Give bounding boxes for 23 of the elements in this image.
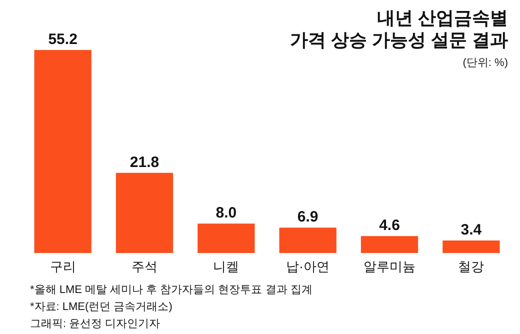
data-label: 3.4	[460, 221, 482, 238]
bar	[279, 228, 336, 253]
bar	[34, 50, 92, 253]
data-label: 8.0	[216, 204, 237, 222]
x-tick-label: 철강	[458, 259, 484, 274]
data-label: 21.8	[130, 154, 160, 171]
data-label: 6.9	[297, 208, 318, 226]
x-tick-label: 구리	[50, 259, 76, 274]
bar	[442, 240, 500, 253]
chart-title: 내년 산업금속별 가격 상승 가능성 설문 결과	[290, 8, 508, 50]
data-label: 4.6	[379, 217, 400, 234]
bar	[360, 236, 418, 253]
bar	[116, 172, 174, 253]
text: *자료: LME(런던 금속거래소)	[30, 301, 172, 313]
text: 그래픽: 윤선정 디자인기자	[30, 318, 160, 330]
x-tick-label: 니켈	[213, 259, 240, 274]
text: (단위: %)	[462, 57, 508, 69]
x-tick-label: 알루미늄	[364, 259, 416, 274]
data-label: 55.2	[48, 31, 78, 48]
bar	[198, 224, 255, 253]
x-tick-label: 납·아연	[286, 259, 330, 274]
x-tick-label: 주석	[132, 259, 158, 274]
text: *올해 LME 메탈 세미나 후 참가자들의 현장투표 결과 집계	[30, 284, 312, 296]
